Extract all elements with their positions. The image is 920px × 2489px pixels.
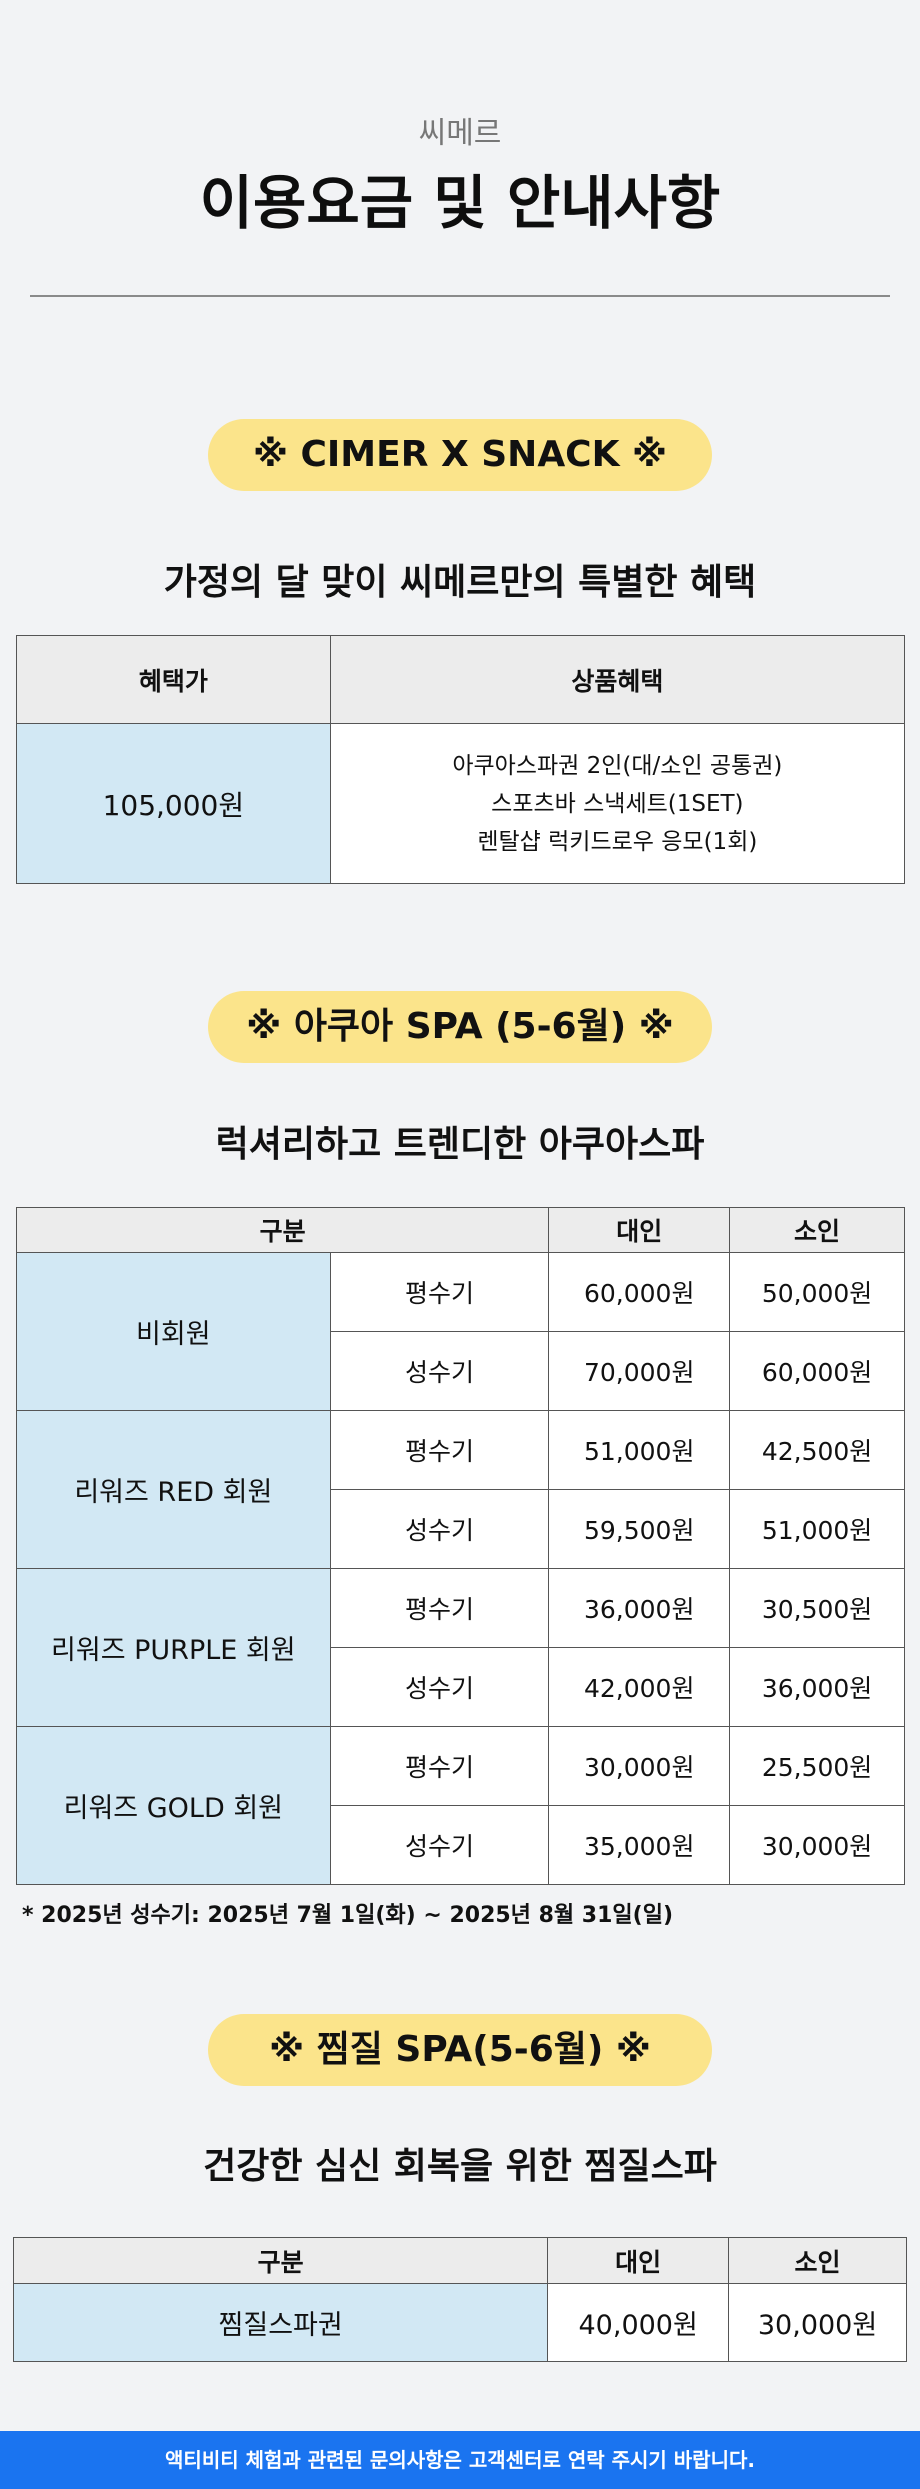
member-tier: 리워즈 PURPLE 회원 xyxy=(16,1568,331,1727)
column-header: 구분 xyxy=(15,1207,550,1253)
column-header: 대인 xyxy=(548,1207,731,1253)
table-header-row: 혜택가 상품혜택 xyxy=(16,635,906,724)
jjimjil-price-table: 구분 대인 소인 찜질스파권 40,000원 30,000원 xyxy=(12,2237,907,2362)
child-price: 30,000원 xyxy=(729,1805,905,1885)
table-row: 105,000원 아쿠아스파권 2인(대/소인 공통권) 스포츠바 스낵세트(1… xyxy=(16,723,906,884)
column-header: 소인 xyxy=(729,1207,905,1253)
peak-season-note: * 2025년 성수기: 2025년 7월 1일(화) ~ 2025년 8월 3… xyxy=(22,1903,673,1928)
divider xyxy=(30,295,890,297)
child-price: 50,000원 xyxy=(729,1252,905,1332)
aqua-spa-price-table: 구분 대인 소인 비회원 평수기 60,000원 50,000원 성수기 70,… xyxy=(15,1207,905,1885)
adult-price: 42,000원 xyxy=(548,1647,731,1727)
child-price: 30,500원 xyxy=(729,1568,905,1648)
adult-price: 51,000원 xyxy=(548,1410,731,1490)
child-price: 25,500원 xyxy=(729,1726,905,1806)
benefit-item: 아쿠아스파권 2인(대/소인 공통권) xyxy=(452,752,783,779)
section-pill-aqua-spa: ※ 아쿠아 SPA (5-6월) ※ xyxy=(208,991,712,1063)
section-pill-jjimjil-spa: ※ 찜질 SPA(5-6월) ※ xyxy=(208,2014,712,2086)
child-price: 60,000원 xyxy=(729,1331,905,1411)
column-header: 소인 xyxy=(728,2237,907,2284)
season-cell: 성수기 xyxy=(329,1805,550,1885)
column-header: 대인 xyxy=(547,2237,730,2284)
table-row: 찜질스파권 40,000원 30,000원 xyxy=(12,2283,907,2362)
column-header: 상품혜택 xyxy=(329,635,906,724)
member-tier: 비회원 xyxy=(16,1252,331,1411)
ticket-name: 찜질스파권 xyxy=(12,2283,549,2362)
contact-notice-footer: 액티비티 체험과 관련된 문의사항은 고객센터로 연락 주시기 바랍니다. xyxy=(0,2431,920,2489)
member-tier: 리워즈 GOLD 회원 xyxy=(16,1726,331,1885)
table-row: 리워즈 RED 회원 평수기 51,000원 42,500원 xyxy=(16,1410,905,1569)
season-cell: 성수기 xyxy=(329,1489,550,1569)
season-cell: 평수기 xyxy=(329,1726,550,1806)
benefit-item: 스포츠바 스낵세트(1SET) xyxy=(491,790,744,817)
season-cell: 성수기 xyxy=(329,1647,550,1727)
table-row: 성수기 35,000원 30,000원 xyxy=(17,1805,905,1885)
table-header-row: 구분 대인 소인 xyxy=(12,2237,907,2284)
table-row: 리워즈 GOLD 회원 평수기 30,000원 25,500원 xyxy=(16,1726,905,1885)
section-pill-cimer-snack: ※ CIMER X SNACK ※ xyxy=(208,419,712,491)
child-price: 36,000원 xyxy=(729,1647,905,1727)
section-heading-jjimjil-spa: 건강한 심신 회복을 위한 찜질스파 xyxy=(203,2146,717,2187)
member-tier: 리워즈 RED 회원 xyxy=(16,1410,331,1569)
table-row: 성수기 70,000원 60,000원 xyxy=(17,1331,905,1411)
column-header: 혜택가 xyxy=(16,635,331,724)
season-cell: 평수기 xyxy=(329,1568,550,1648)
adult-price: 35,000원 xyxy=(548,1805,731,1885)
page-title: 이용요금 및 안내사항 xyxy=(199,169,721,237)
child-price: 51,000원 xyxy=(729,1489,905,1569)
column-header: 구분 xyxy=(12,2237,549,2284)
table-header-row: 구분 대인 소인 xyxy=(15,1207,905,1253)
child-price: 42,500원 xyxy=(729,1410,905,1490)
section-heading-cimer-snack: 가정의 달 맞이 씨메르만의 특별한 혜택 xyxy=(163,562,757,603)
adult-price: 70,000원 xyxy=(548,1331,731,1411)
benefit-price: 105,000원 xyxy=(16,723,331,884)
adult-price: 60,000원 xyxy=(548,1252,731,1332)
section-heading-aqua-spa: 럭셔리하고 트렌디한 아쿠아스파 xyxy=(215,1124,705,1165)
child-price: 30,000원 xyxy=(728,2283,907,2362)
brand-name: 씨메르 xyxy=(418,116,502,151)
table-row: 리워즈 PURPLE 회원 평수기 36,000원 30,500원 xyxy=(16,1568,905,1727)
adult-price: 40,000원 xyxy=(547,2283,730,2362)
adult-price: 59,500원 xyxy=(548,1489,731,1569)
adult-price: 36,000원 xyxy=(548,1568,731,1648)
benefit-table: 혜택가 상품혜택 105,000원 아쿠아스파권 2인(대/소인 공통권) 스포… xyxy=(16,635,906,884)
adult-price: 30,000원 xyxy=(548,1726,731,1806)
season-cell: 평수기 xyxy=(329,1410,550,1490)
benefit-list: 아쿠아스파권 2인(대/소인 공통권) 스포츠바 스낵세트(1SET) 렌탈샵 … xyxy=(329,723,906,884)
benefit-item: 렌탈샵 럭키드로우 응모(1회) xyxy=(477,828,758,855)
season-cell: 성수기 xyxy=(329,1331,550,1411)
season-cell: 평수기 xyxy=(329,1252,550,1332)
table-row: 비회원 평수기 60,000원 50,000원 xyxy=(16,1252,905,1411)
